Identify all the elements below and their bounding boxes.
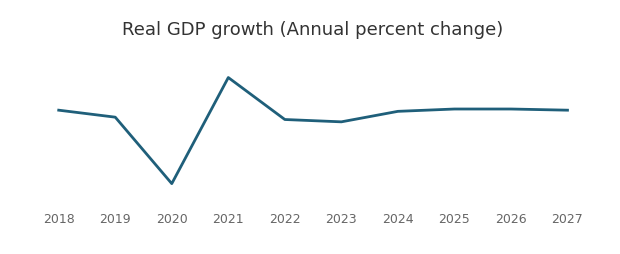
Title: Real GDP growth (Annual percent change): Real GDP growth (Annual percent change) (123, 21, 503, 39)
